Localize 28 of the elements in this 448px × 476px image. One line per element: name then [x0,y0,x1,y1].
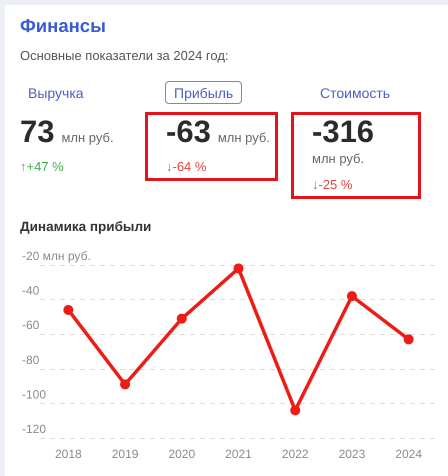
y-tick-label: -80 [22,352,40,367]
x-tick-label: 2024 [395,447,422,461]
data-label: -316 [312,114,374,150]
data-label: -63 [166,114,211,150]
x-tick-label: 2023 [338,447,366,461]
y-tick-label: -100 [22,387,46,402]
y-tick-label: -120 [22,422,46,436]
text: млн руб. [312,151,364,166]
data-label: 73 [20,114,54,150]
x-tick-label: 2018 [55,447,82,461]
x-tick-label: 2022 [282,447,309,461]
category-label: Прибыль [174,85,234,101]
text: ↓-25 % [312,177,352,192]
text: Финансы [20,15,106,37]
y-tick-label: -20 млн руб. [22,249,91,263]
x-tick-label: 2019 [112,447,139,461]
y-tick-label: -60 [22,318,40,332]
x-tick-label: 2020 [168,447,196,461]
category-label: Стоимость [320,85,390,101]
text: ↑+47 % [20,159,64,174]
text: ↓-64 % [166,159,206,174]
text: Основные показатели за 2024 год: [20,48,229,63]
x-tick-label: 2021 [225,447,252,461]
y-tick-label: -40 [22,284,40,298]
text: млн руб. [218,130,270,145]
text: млн руб. [61,129,114,147]
chart-title: Динамика прибыли [20,219,152,234]
category-label: Выручка [28,85,84,101]
